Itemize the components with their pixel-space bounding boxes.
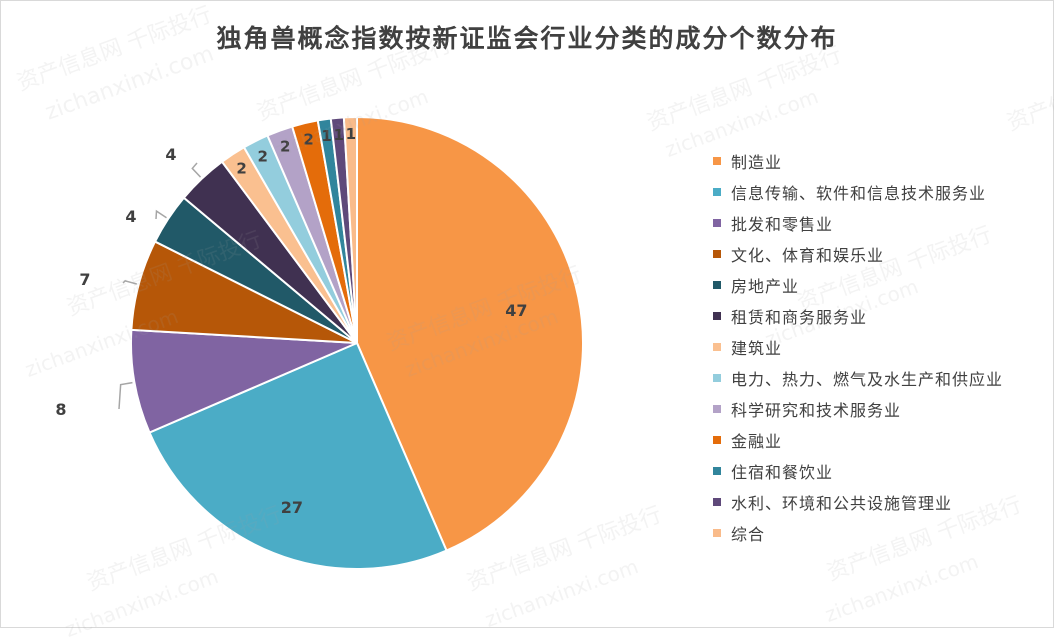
legend-item-9: 金融业	[713, 424, 1003, 455]
data-label-0: 47	[505, 301, 527, 320]
data-label-10: 1	[321, 127, 331, 145]
slice-2	[130, 328, 358, 434]
legend-item-4: 房地产业	[713, 269, 1003, 300]
legend-swatch	[713, 497, 721, 506]
data-label-5: 4	[165, 145, 176, 164]
data-label-8: 2	[280, 138, 290, 156]
leader-line-4	[155, 209, 167, 220]
legend-label: 房地产业	[731, 276, 800, 296]
legend-item-3: 文化、体育和娱乐业	[713, 238, 1003, 269]
legend-label: 水利、环境和公共设施管理业	[731, 493, 953, 513]
legend-swatch	[713, 187, 721, 196]
data-label-11: 1	[333, 126, 343, 144]
legend-item-6: 建筑业	[713, 331, 1003, 362]
data-label-4: 4	[125, 207, 136, 226]
legend-label: 批发和零售业	[731, 214, 834, 234]
legend-item-5: 租赁和商务服务业	[713, 300, 1003, 331]
data-label-6: 2	[236, 160, 246, 178]
legend-swatch	[713, 342, 721, 351]
slice-1	[148, 341, 448, 570]
pie-slices	[130, 115, 584, 570]
legend-item-11: 水利、环境和公共设施管理业	[713, 486, 1003, 517]
legend-swatch	[713, 218, 721, 227]
legend-label: 租赁和商务服务业	[731, 307, 868, 327]
legend-swatch	[713, 311, 721, 320]
legend-label: 综合	[731, 524, 766, 544]
leader-line-2	[118, 381, 133, 410]
legend-swatch	[713, 249, 721, 258]
legend-label: 文化、体育和娱乐业	[731, 245, 885, 265]
legend-label: 科学研究和技术服务业	[731, 400, 902, 420]
legend-item-10: 住宿和餐饮业	[713, 455, 1003, 486]
legend-label: 电力、热力、燃气及水生产和供应业	[731, 369, 1004, 389]
leader-lines	[118, 162, 202, 410]
legend-item-1: 信息传输、软件和信息技术服务业	[713, 176, 1003, 207]
legend-item-2: 批发和零售业	[713, 207, 1003, 238]
legend: 制造业信息传输、软件和信息技术服务业 批发和零售业文化、体育和娱乐业 房地产业租赁和…	[713, 145, 1003, 548]
data-label-7: 2	[258, 147, 268, 165]
legend-label: 住宿和餐饮业	[731, 462, 834, 482]
legend-swatch	[713, 373, 721, 382]
legend-label: 制造业	[731, 152, 783, 172]
chart-title: 独角兽概念指数按新证监会行业分类的成分个数分布	[216, 24, 838, 53]
legend-item-8: 科学研究和技术服务业	[713, 393, 1003, 424]
legend-swatch	[713, 435, 721, 444]
data-label-1: 27	[281, 498, 303, 517]
data-label-9: 2	[303, 131, 313, 149]
legend-label: 金融业	[731, 431, 783, 451]
leader-line-3	[122, 280, 137, 285]
legend-label: 信息传输、软件和信息技术服务业	[731, 183, 987, 203]
data-label-12: 1	[346, 125, 356, 143]
leader-line-5	[191, 162, 202, 178]
legend-item-7: 电力、热力、燃气及水生产和供应业	[713, 362, 1003, 393]
legend-swatch	[713, 280, 721, 289]
data-label-3: 7	[79, 270, 90, 289]
legend-item-12: 综合	[713, 517, 1003, 548]
legend-swatch	[713, 404, 721, 413]
legend-swatch	[713, 466, 721, 475]
legend-label: 建筑业	[731, 338, 783, 358]
data-label-2: 8	[55, 400, 66, 419]
legend-swatch	[713, 528, 721, 537]
legend-swatch	[713, 156, 721, 165]
slice-0	[356, 115, 584, 552]
slice-12	[342, 115, 358, 344]
legend-item-0: 制造业	[713, 145, 1003, 176]
